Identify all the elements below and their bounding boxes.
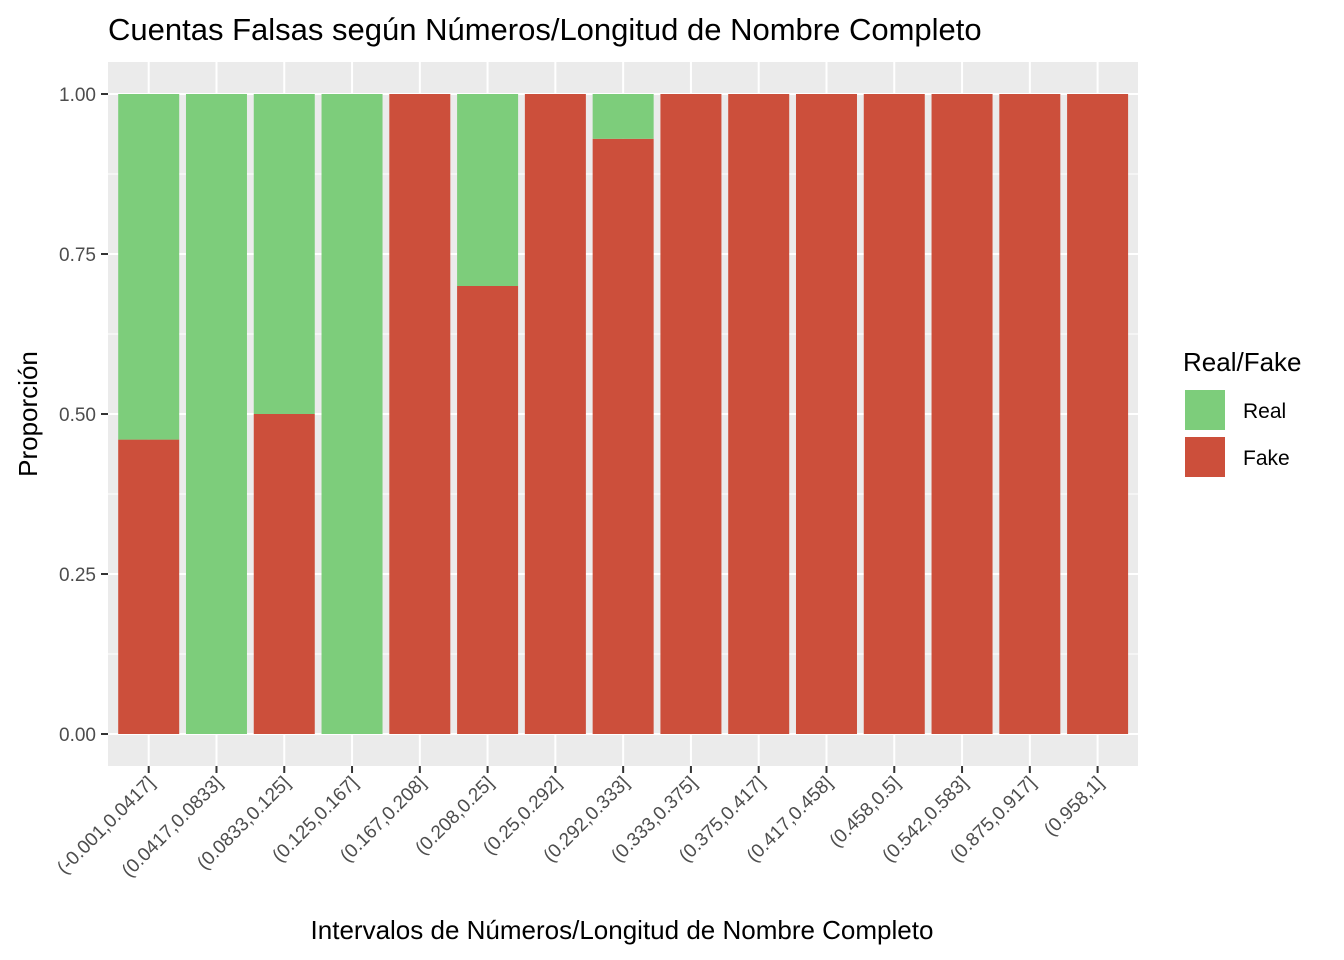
legend-title: Real/Fake (1183, 347, 1302, 377)
y-tick-label: 0.50 (59, 405, 96, 426)
bar-fake (660, 94, 722, 734)
bar-fake (931, 94, 993, 734)
bar-real (253, 94, 315, 414)
y-tick-label: 0.75 (59, 245, 96, 266)
bar-real (592, 94, 654, 139)
y-tick-label: 0.00 (59, 725, 96, 746)
bar-fake (728, 94, 790, 734)
bar-fake (863, 94, 925, 734)
bars (118, 94, 1129, 735)
bar-fake (1067, 94, 1129, 734)
y-axis: 0.00 0.25 0.50 0.75 1.00 (59, 85, 108, 746)
bar-fake (457, 286, 519, 734)
legend-label-fake: Fake (1243, 447, 1290, 470)
y-tick-label: 0.25 (59, 565, 96, 586)
legend-label-real: Real (1243, 400, 1286, 423)
bar-fake (999, 94, 1061, 734)
bar-fake (592, 138, 654, 735)
bar-fake (524, 94, 586, 734)
bar-real (457, 94, 519, 286)
y-axis-title: Proporción (13, 351, 43, 477)
bar-fake (795, 94, 857, 734)
y-tick-label: 1.00 (59, 85, 96, 106)
legend-key-fake (1183, 435, 1227, 479)
bar-real (118, 94, 180, 440)
legend: Real/Fake Real Fake (1183, 347, 1302, 479)
x-tick-label: (0.958,1] (1040, 773, 1108, 841)
legend-key-real (1183, 388, 1227, 432)
x-axis: (-0.001,0.0417](0.0417,0.0833](0.0833,0.… (53, 766, 1108, 882)
x-axis-title: Intervalos de Números/Longitud de Nombre… (311, 915, 934, 945)
bar-real (321, 94, 383, 734)
bar-fake (118, 439, 180, 734)
bar-fake (389, 94, 451, 734)
bar-fake (253, 414, 315, 734)
chart-title: Cuentas Falsas según Números/Longitud de… (108, 12, 982, 47)
bar-real (185, 94, 247, 734)
